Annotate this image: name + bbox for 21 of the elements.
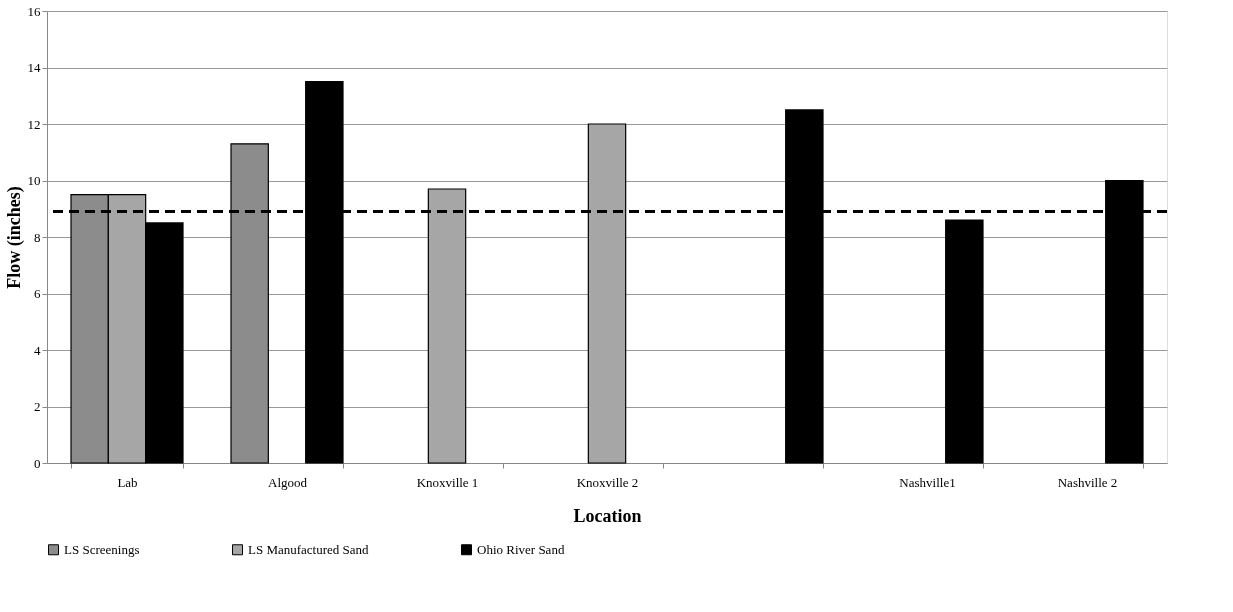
y-tick-label: 14 xyxy=(27,60,41,75)
y-axis-title: Flow (inches) xyxy=(3,186,25,289)
bar xyxy=(945,219,984,464)
y-tick-label: 2 xyxy=(34,399,41,414)
y-tick-label: 8 xyxy=(34,229,41,245)
y-tick-label: 4 xyxy=(34,342,41,358)
x-tick-label: Algood xyxy=(268,474,308,490)
y-tick-label: 0 xyxy=(34,455,41,471)
y-tick-label: 6 xyxy=(34,286,41,301)
legend-label: Ohio River Sand xyxy=(477,541,565,557)
x-tick-label: Nashville1 xyxy=(899,474,956,490)
y-tick-label: 16 xyxy=(27,3,41,19)
x-tick-label: Lab xyxy=(117,474,138,490)
x-tick-label: Knoxville 1 xyxy=(416,474,479,490)
y-tick-label: 10 xyxy=(27,173,41,188)
x-tick-label: Knoxville 2 xyxy=(576,474,639,490)
x-tick-label: Nashville 2 xyxy=(1057,474,1118,490)
legend-label: LS Manufactured Sand xyxy=(248,541,370,557)
x-axis-title: Location xyxy=(573,505,642,526)
y-tick-label: 12 xyxy=(27,116,41,132)
legend-label: LS Screenings xyxy=(64,541,140,557)
